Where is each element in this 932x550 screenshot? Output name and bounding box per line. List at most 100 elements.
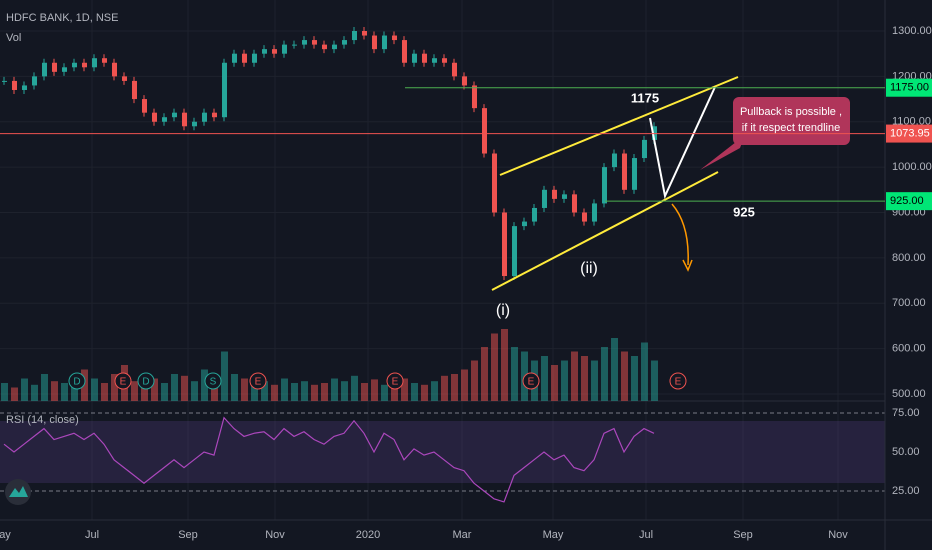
volume-bar [171,374,178,401]
candle [322,44,327,50]
candle [232,53,237,63]
volume-bar [391,381,398,401]
price-tick-label: 500.00 [892,388,926,400]
candle [212,112,217,118]
candle [292,44,297,46]
candle [12,80,17,90]
level-badge [886,192,932,211]
volume-bar [131,381,138,401]
volume-bar [491,333,498,401]
candle [482,108,487,154]
candle [412,53,417,63]
time-label: Jul [639,529,653,541]
volume-bar [511,347,518,401]
volume-bar [331,378,338,401]
volume-bar [351,375,358,401]
candle [262,49,267,54]
candle [142,99,147,113]
event-marker [669,372,687,390]
volume-bar [261,381,268,401]
volume-bar [651,360,658,401]
volume-bar [551,365,558,401]
volume-bar [111,374,118,401]
candle [32,76,37,86]
price-tick-label: 1300.00 [892,25,932,37]
event-marker [137,372,155,390]
candle [552,189,557,199]
volume-bar [41,374,48,401]
volume-bar [481,347,488,401]
event-letter: S [210,377,217,388]
candle [402,40,407,63]
time-label: Mar [453,529,472,541]
event-marker [114,372,132,390]
candle [332,44,337,50]
candle [582,212,587,222]
lower-trendline [491,171,719,291]
volume-bar [61,383,68,401]
candle [632,158,637,190]
candle [192,121,197,127]
volume-bar [231,374,238,401]
candle [112,62,117,77]
event-letter: E [392,377,399,388]
level-label: 1175.00 [890,82,929,94]
price-tick-label: 800.00 [892,252,926,264]
volume-bar [641,342,648,401]
level-badge [886,78,932,97]
candle [362,31,367,36]
volume-bar [291,383,298,401]
marks [1,27,687,503]
candle [532,207,537,222]
price-tick-label: 700.00 [892,297,926,309]
volume-bar [471,360,478,401]
rsi-line [3,416,655,503]
rsi-label: RSI (14, close) [6,414,79,426]
callout-line: if it respect trendline [742,122,840,134]
candle [422,53,427,63]
candle [542,189,547,208]
candle [592,203,597,222]
candle [92,58,97,68]
candle [382,35,387,50]
candle [222,62,227,118]
volume-bar [151,378,158,401]
candle [242,53,247,63]
volume-bar [281,378,288,401]
candle [522,221,527,227]
time-label: ay [0,529,11,541]
candle [72,62,77,68]
event-letter: E [120,377,127,388]
upper-trendline [499,76,739,176]
candle [392,35,397,41]
time-label: Nov [265,529,285,541]
event-marker [386,372,404,390]
wave-label: (i) [496,302,510,319]
wave-label: (ii) [580,260,598,277]
candle [62,67,67,72]
candle [492,153,497,213]
volume-bar [181,375,188,401]
volume-bar [81,369,88,401]
event-letter: E [255,377,262,388]
candle [182,112,187,127]
candle [152,112,157,122]
time-label: May [543,529,564,541]
volume-bar [201,369,208,401]
event-letter: E [675,377,682,388]
callout-box [733,97,850,145]
volume-bar [311,384,318,401]
candle [512,226,517,277]
volume-bar [631,356,638,401]
rsi-band [0,421,885,483]
volume-bar [421,384,428,401]
volume-bar [1,383,8,401]
candle [302,40,307,45]
support-label: 925 [733,204,755,219]
logo-icon [9,486,28,497]
candle [602,167,607,204]
rsi-tick-label: 50.00 [892,446,920,458]
volume-bar [401,378,408,401]
event-marker [68,372,86,390]
